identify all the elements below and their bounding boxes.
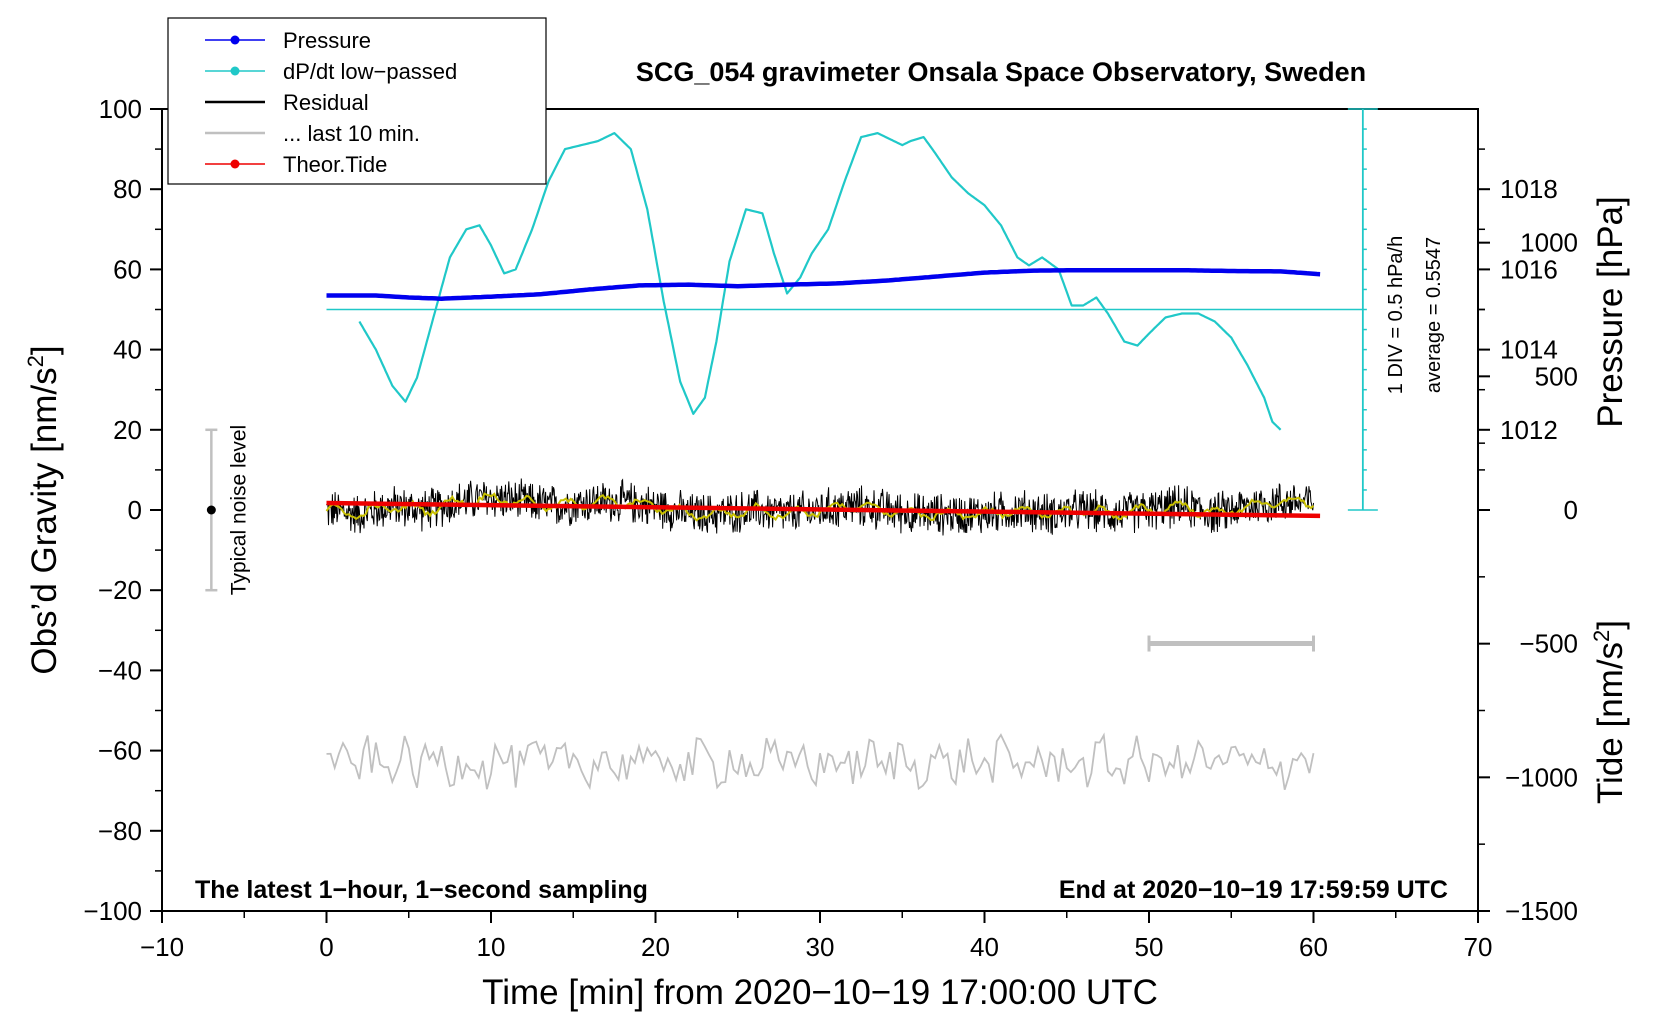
tide-tick-label: −1500 [1505,896,1578,926]
pressure-tick-label: 1018 [1500,174,1558,204]
legend-label: dP/dt low−passed [283,59,457,84]
y-tick-label: −100 [83,896,142,926]
y-tick-label: −20 [98,575,142,605]
x-tick-label: 50 [1135,932,1164,962]
legend-item: Residual [205,90,369,115]
y-tick-label: −80 [98,816,142,846]
y-axis-label-gravity: Obs’d Gravity [nm/s2] [23,345,64,674]
x-tick-label: 60 [1299,932,1328,962]
y-tick-label: 80 [113,174,142,204]
legend: Pressure dP/dt low−passed Residual ... last… [167,17,547,185]
y-tick-label: 100 [99,94,142,124]
y-tick-label: −60 [98,736,142,766]
y-axis-label-tide: Tide [nm/s2] [1589,620,1630,804]
legend-label: ... last 10 min. [283,121,420,146]
noise-level-label: Typical noise level [227,425,250,595]
y-tick-label: 0 [128,495,142,525]
y-tick-label: 20 [113,415,142,445]
y-axis-label-pressure: Pressure [hPa] [1591,196,1630,428]
sampling-note: The latest 1−hour, 1−second sampling [195,876,648,904]
legend-label: Pressure [283,28,371,53]
y-tick-label: 60 [113,254,142,284]
tide-tick-label: 500 [1535,361,1578,391]
tide-tick-label: 0 [1564,495,1578,525]
dpdt-average-label: average = 0.5547 [1423,237,1445,393]
legend-marker [230,66,240,76]
x-tick-label: 30 [806,932,835,962]
legend-item: Pressure [205,28,371,53]
x-tick-label: 10 [477,932,506,962]
pressure-tick-label: 1014 [1500,335,1558,365]
x-axis-label: Time [min] from 2020−10−19 17:00:00 UTC [482,973,1158,1012]
y-tick-label: 40 [113,335,142,365]
pressure-tick-label: 1016 [1500,254,1558,284]
tide-tick-label: −500 [1519,629,1578,659]
legend-item: dP/dt low−passed [205,59,457,84]
y-tick-label: −40 [98,655,142,685]
legend-label: Theor.Tide [283,152,387,177]
x-tick-label: −10 [140,932,184,962]
pressure-tick-label: 1012 [1500,415,1558,445]
legend-item: Theor.Tide [205,152,387,177]
dpdt-div-label: 1 DIV = 0.5 hPa/h [1385,236,1407,394]
tide-tick-label: 1000 [1520,228,1578,258]
tide-tick-label: −1000 [1505,762,1578,792]
plot-area: 1 DIV = 0.5 hPa/h average = 0.5547 Typical… [205,108,1445,791]
legend-label: Residual [283,90,369,115]
legend-marker [230,35,240,45]
end-time-note: End at 2020−10−19 17:59:59 UTC [1059,876,1448,904]
axes: −10 0 10 20 30 40 50 60 70−100−80−60−40−20020406… [83,94,1578,962]
chart-title: SCG_054 gravimeter Onsala Space Observat… [636,57,1366,87]
residual-smoothed-line [325,492,1315,522]
legend-item: ... last 10 min. [205,121,420,146]
x-tick-label: 40 [970,932,999,962]
dpdt-series-line [358,132,1282,431]
tide-series-line [326,500,1321,519]
pressure-series-line [326,267,1321,301]
x-tick-label: 0 [319,932,333,962]
x-tick-label: 20 [641,932,670,962]
x-tick-label: 70 [1464,932,1493,962]
legend-marker [230,159,240,169]
noise-level-marker [206,505,216,515]
last10-series-line [326,732,1315,791]
